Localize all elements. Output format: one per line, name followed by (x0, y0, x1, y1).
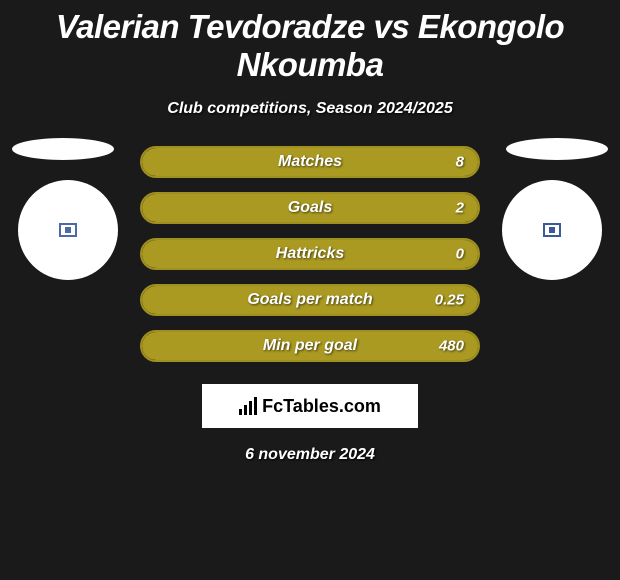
stat-bar: Hattricks 0 (140, 238, 480, 270)
logo-text: FcTables.com (262, 396, 381, 417)
stat-label: Goals (288, 199, 332, 217)
player-left-name-pill (12, 138, 114, 160)
stat-label: Min per goal (263, 337, 357, 355)
player-right-column (502, 138, 612, 280)
comparison-area: Matches 8 Goals 2 Hattricks 0 Goals per match 0… (0, 146, 620, 376)
stat-label: Hattricks (276, 245, 344, 263)
source-logo: FcTables.com (202, 384, 418, 428)
stat-bar: Goals per match 0.25 (140, 284, 480, 316)
stat-label: Matches (278, 153, 342, 171)
date-label: 6 november 2024 (0, 446, 620, 464)
stat-bars: Matches 8 Goals 2 Hattricks 0 Goals per match 0… (140, 146, 480, 376)
stat-bar: Matches 8 (140, 146, 480, 178)
avatar-placeholder-icon (543, 223, 561, 237)
player-left-avatar (18, 180, 118, 280)
stat-value: 0.25 (435, 292, 464, 309)
page-title: Valerian Tevdoradze vs Ekongolo Nkoumba (0, 0, 620, 84)
stat-value: 8 (456, 154, 464, 171)
subtitle: Club competitions, Season 2024/2025 (0, 100, 620, 118)
stat-value: 0 (456, 246, 464, 263)
stat-bar: Min per goal 480 (140, 330, 480, 362)
stat-bar: Goals 2 (140, 192, 480, 224)
stat-value: 480 (439, 338, 464, 355)
avatar-placeholder-icon (59, 223, 77, 237)
stat-value: 2 (456, 200, 464, 217)
player-left-column (8, 138, 118, 280)
bars-icon (239, 397, 257, 415)
stat-label: Goals per match (247, 291, 372, 309)
player-right-name-pill (506, 138, 608, 160)
player-right-avatar (502, 180, 602, 280)
